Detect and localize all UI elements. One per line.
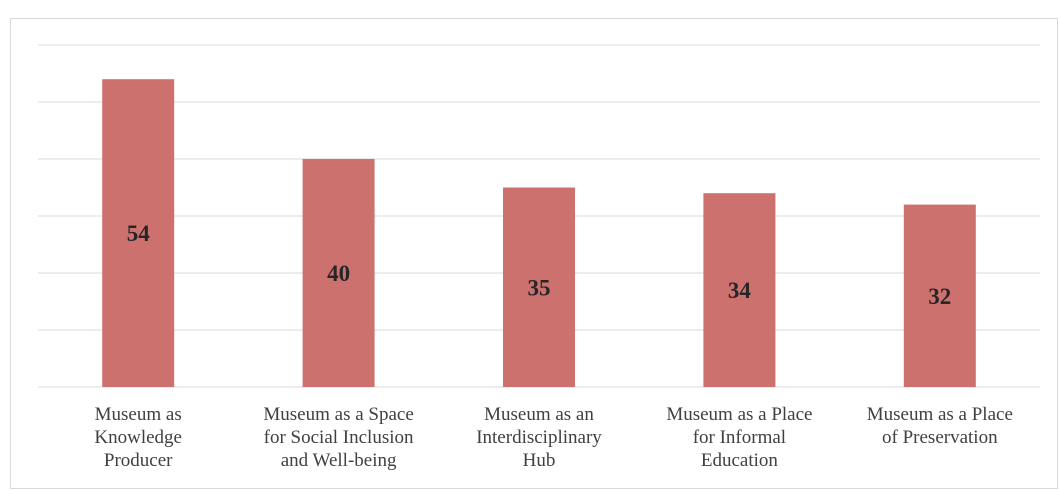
bar	[102, 79, 175, 387]
category-label: Museum as an Interdisciplinary Hub	[476, 404, 602, 471]
category-label: Museum as a Space for Social Inclusion a…	[263, 404, 414, 471]
bar	[503, 187, 575, 387]
bar	[302, 159, 375, 387]
data-label: 35	[528, 275, 551, 300]
data-label: 54	[127, 221, 151, 246]
gridlines	[38, 44, 1040, 388]
category-label: Museum as Knowledge Producer	[94, 404, 182, 471]
bars	[102, 79, 976, 387]
chart-frame	[10, 18, 1058, 489]
bar-labels: 54 40 35 34 32	[127, 221, 952, 309]
category-label: Museum as a Place for Informal Education	[666, 404, 813, 471]
bar	[903, 204, 976, 387]
bar	[703, 193, 776, 387]
data-label: 34	[728, 278, 752, 303]
data-label: 40	[327, 261, 350, 286]
category-label: Museum as a Place of Preservation	[866, 404, 1013, 448]
data-label: 32	[928, 284, 951, 309]
